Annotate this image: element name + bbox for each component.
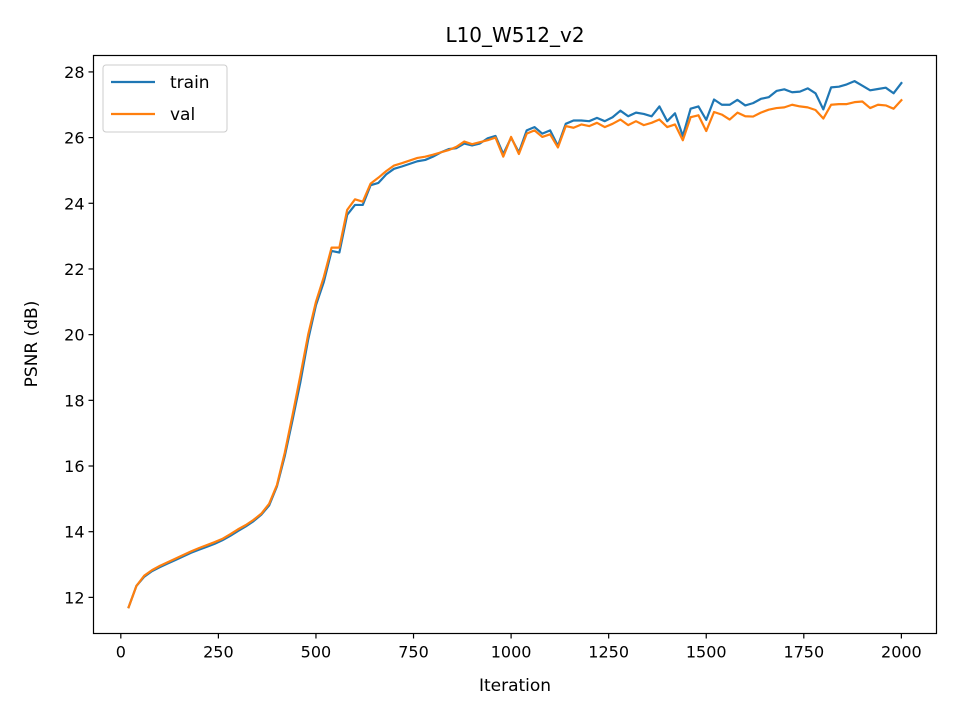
- x-tick-label: 250: [203, 643, 234, 662]
- y-tick-label: 12: [64, 588, 84, 607]
- series-line-val: [127, 98, 903, 609]
- legend: train val: [102, 64, 228, 133]
- y-tick-label: 20: [64, 326, 84, 345]
- chart-title: L10_W512_v2: [445, 23, 584, 47]
- y-tick-label: 22: [64, 260, 84, 279]
- legend-label-val: val: [170, 105, 195, 125]
- y-axis-label: PSNR (dB): [22, 301, 42, 388]
- x-tick-label: 500: [301, 643, 332, 662]
- y-tick-label: 26: [64, 129, 84, 148]
- x-tick-label: 1000: [491, 643, 532, 662]
- y-tick-label: 28: [64, 63, 84, 82]
- x-axis-ticks: 0 250 500 750 1000 1250 1500 1750 2000: [116, 633, 922, 662]
- y-tick-label: 18: [64, 391, 84, 410]
- x-tick-label: 1750: [783, 643, 824, 662]
- x-axis-label: Iteration: [479, 676, 551, 696]
- x-tick-label: 2000: [881, 643, 922, 662]
- x-tick-label: 750: [398, 643, 429, 662]
- legend-label-train: train: [170, 73, 210, 93]
- y-tick-label: 24: [64, 194, 84, 213]
- x-tick-label: 0: [116, 643, 126, 662]
- series-layer: [127, 80, 903, 609]
- plot-frame: [92, 54, 938, 635]
- y-axis-ticks: 12 14 16 18 20 22 24 26 28: [64, 63, 94, 607]
- x-tick-label: 1500: [686, 643, 727, 662]
- y-tick-label: 14: [64, 523, 84, 542]
- x-tick-label: 1250: [588, 643, 629, 662]
- y-tick-label: 16: [64, 457, 84, 476]
